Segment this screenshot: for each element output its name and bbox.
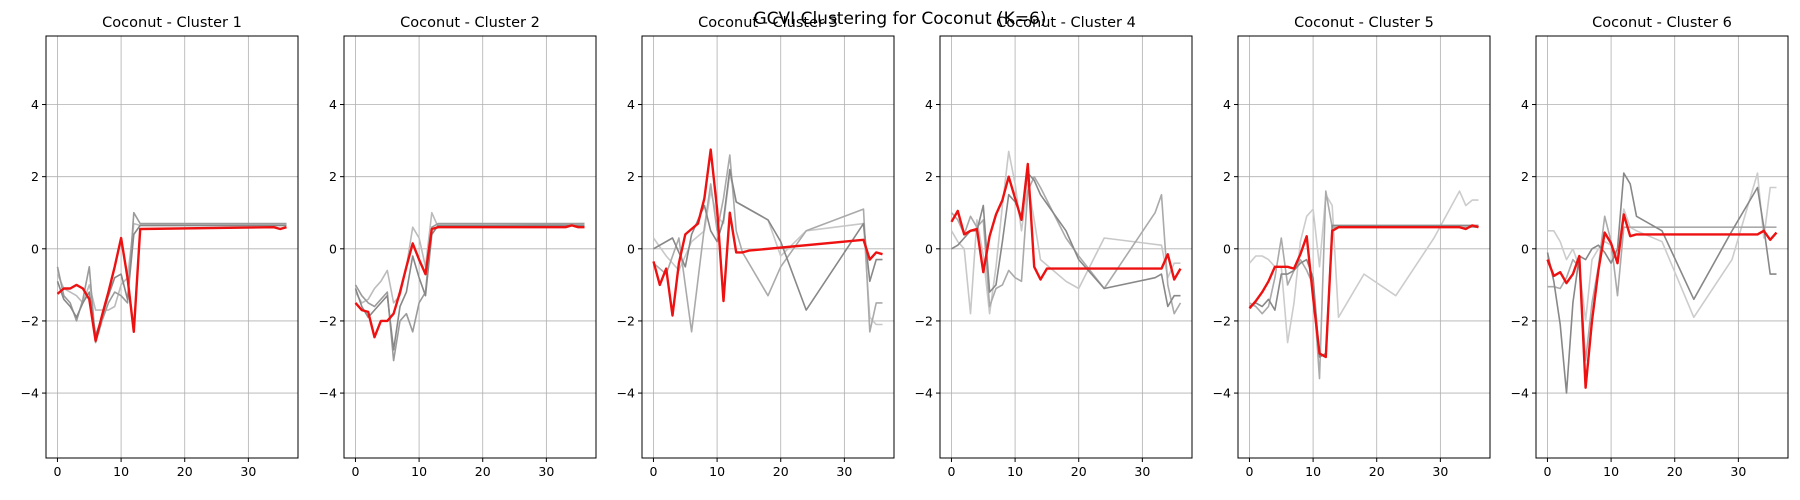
y-tick-label: −2 (21, 313, 39, 328)
cluster-panel-2: Coconut - Cluster 2 0 10 20 30 −4 −2 0 2 4 (319, 15, 597, 479)
y-tick-label: −2 (915, 313, 933, 328)
member-series-line (354, 224, 585, 351)
member-series-line (950, 175, 1182, 315)
panel-title: Coconut - Cluster 5 (1294, 15, 1434, 31)
axes-frame (1535, 35, 1789, 459)
panel-title: Coconut - Cluster 1 (102, 15, 242, 31)
y-tick-label: −4 (1213, 386, 1231, 401)
x-tick-label: 30 (1730, 464, 1746, 479)
cluster-panel-4: Coconut - Cluster 4 0 10 20 30 −4 −2 0 2 4 (915, 15, 1193, 479)
y-tick-label: 2 (31, 169, 39, 184)
y-tick-label: 0 (31, 241, 39, 256)
member-series-line (1249, 190, 1479, 380)
x-tick-label: 10 (709, 464, 725, 479)
axes-frame (1237, 35, 1491, 459)
x-tick-label: 20 (1369, 464, 1385, 479)
panel-title: Coconut - Cluster 2 (400, 15, 540, 31)
mean-series-line (1248, 224, 1479, 359)
member-series-line (1248, 190, 1479, 344)
x-tick-label: 20 (475, 464, 491, 479)
y-tick-label: 4 (627, 97, 635, 112)
y-tick-label: 4 (31, 97, 39, 112)
x-tick-label: 0 (351, 464, 359, 479)
y-tick-label: 2 (1521, 169, 1529, 184)
cluster-panel-3: Coconut - Cluster 3 0 10 20 30 −4 −2 0 2 4 (617, 15, 895, 479)
figure-title: GCVI Clustering for Coconut (K=6) (753, 9, 1046, 29)
y-tick-label: −4 (617, 386, 635, 401)
x-tick-label: 10 (411, 464, 427, 479)
x-tick-label: 10 (1305, 464, 1321, 479)
x-tick-label: 30 (836, 464, 852, 479)
axes-frame (939, 35, 1193, 459)
y-tick-label: 2 (627, 169, 635, 184)
y-tick-label: −4 (21, 386, 39, 401)
y-tick-label: 0 (925, 241, 933, 256)
x-tick-label: 0 (947, 464, 955, 479)
x-tick-label: 20 (773, 464, 789, 479)
x-tick-label: 0 (649, 464, 657, 479)
x-tick-label: 10 (1603, 464, 1619, 479)
x-tick-label: 30 (1134, 464, 1150, 479)
mean-series-line (56, 225, 287, 342)
x-tick-label: 30 (538, 464, 554, 479)
x-tick-label: 0 (53, 464, 61, 479)
cluster-panel-5: Coconut - Cluster 5 0 10 20 30 −4 −2 0 2 4 (1213, 15, 1491, 479)
y-tick-label: −4 (1511, 386, 1529, 401)
mean-series-line (1546, 213, 1778, 389)
axes-frame (343, 35, 597, 459)
y-tick-label: 4 (1223, 97, 1231, 112)
x-tick-label: 30 (240, 464, 256, 479)
x-tick-label: 10 (113, 464, 129, 479)
x-tick-label: 20 (1667, 464, 1683, 479)
y-tick-label: 4 (329, 97, 337, 112)
y-tick-label: 4 (1521, 97, 1529, 112)
mean-series-line (354, 224, 585, 339)
axes-frame (641, 35, 895, 459)
y-tick-label: 4 (925, 97, 933, 112)
member-series-line (1547, 215, 1777, 362)
y-tick-label: 0 (1521, 241, 1529, 256)
mean-series-line (950, 162, 1182, 281)
y-tick-label: −4 (915, 386, 933, 401)
y-tick-label: 0 (1223, 241, 1231, 256)
mean-series-line (652, 148, 883, 317)
member-series-line (652, 154, 883, 333)
y-tick-label: −4 (319, 386, 337, 401)
axes-frame (45, 35, 299, 459)
member-series-line (354, 222, 585, 362)
cluster-panel-6: Coconut - Cluster 6 0 10 20 30 −4 −2 0 2 4 (1511, 15, 1789, 479)
y-tick-label: −2 (1511, 313, 1529, 328)
panel-title: Coconut - Cluster 3 (698, 15, 838, 31)
y-tick-label: −2 (1213, 313, 1231, 328)
y-tick-label: 2 (925, 169, 933, 184)
x-tick-label: 0 (1543, 464, 1551, 479)
y-tick-label: 2 (329, 169, 337, 184)
cluster-panel-1: Coconut - Cluster 1 0 10 20 30 −4 −2 0 2 4 (21, 15, 299, 479)
y-tick-label: −2 (319, 313, 337, 328)
panel-title: Coconut - Cluster 6 (1592, 15, 1732, 31)
y-tick-label: 0 (329, 241, 337, 256)
y-tick-label: 0 (627, 241, 635, 256)
x-tick-label: 10 (1007, 464, 1023, 479)
x-tick-label: 30 (1432, 464, 1448, 479)
panel-title: Coconut - Cluster 4 (996, 15, 1136, 31)
y-tick-label: 2 (1223, 169, 1231, 184)
y-tick-label: −2 (617, 313, 635, 328)
x-tick-label: 20 (177, 464, 193, 479)
member-series-line (653, 168, 883, 311)
x-tick-label: 20 (1071, 464, 1087, 479)
x-tick-label: 0 (1245, 464, 1253, 479)
